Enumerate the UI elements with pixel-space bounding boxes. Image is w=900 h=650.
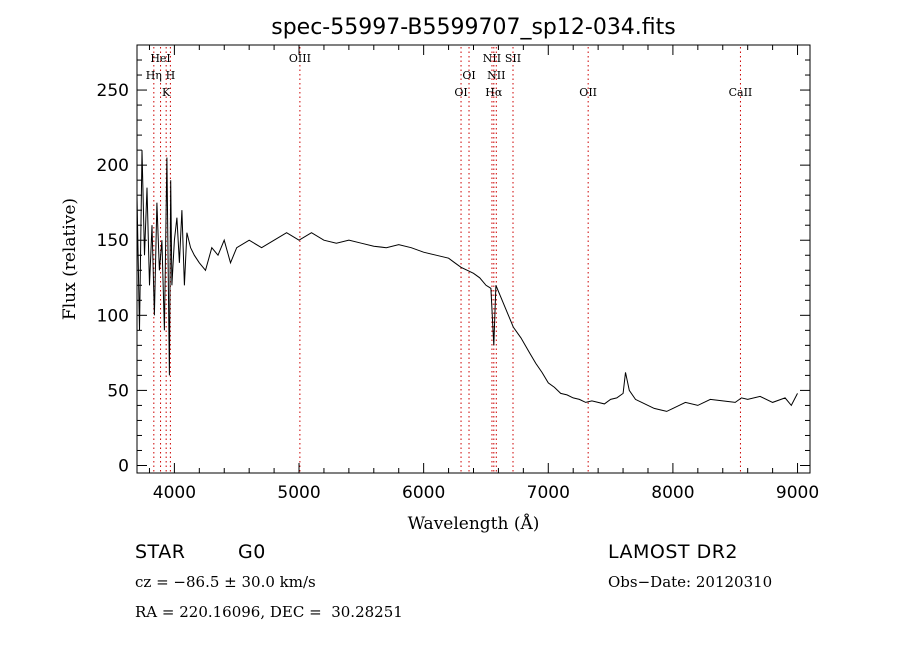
survey-name: LAMOST DR2	[608, 541, 738, 563]
spectral-line-label: OIII	[289, 52, 311, 65]
spectral-line-label: K	[162, 86, 171, 99]
x-tick-label: 9000	[776, 483, 819, 503]
x-tick-label: 6000	[402, 483, 445, 503]
spectral-line-label: SII	[505, 52, 521, 65]
y-tick-label: 50	[107, 381, 129, 401]
spectral-line-label: H	[166, 69, 176, 82]
x-tick-label: 7000	[527, 483, 570, 503]
y-axis-label: Flux (relative)	[60, 198, 80, 320]
y-tick-label: 150	[97, 231, 129, 251]
chart-title: spec-55997-B5599707_sp12-034.fits	[271, 15, 676, 40]
x-tick-label: 8000	[651, 483, 694, 503]
obs-date: Obs−Date: 20120310	[608, 573, 773, 591]
spectral-line-label: NII	[487, 69, 505, 82]
spectral-line-label: OII	[579, 86, 597, 99]
y-tick-label: 0	[118, 456, 129, 476]
spectrum-line	[136, 150, 798, 412]
ra-dec: RA = 220.16096, DEC = 30.28251	[135, 603, 403, 621]
plot-frame	[136, 44, 811, 474]
spectral-line-label: OI	[462, 69, 475, 82]
x-tick-label: 5000	[277, 483, 320, 503]
spectral-line-label: NII	[483, 52, 501, 65]
y-tick-label: 250	[97, 81, 129, 101]
x-tick-label: 4000	[153, 483, 196, 503]
spectral-line-label: Hη	[146, 69, 162, 82]
object-class: STAR	[135, 541, 186, 563]
x-axis-label: Wavelength (Å)	[408, 513, 540, 534]
redshift-cz: cz = −86.5 ± 30.0 km/s	[135, 573, 316, 591]
spectral-line-label: CaII	[729, 86, 753, 99]
spectral-line-label: HeI	[150, 52, 170, 65]
y-tick-label: 100	[97, 306, 129, 326]
object-subclass: G0	[238, 541, 266, 563]
spectral-line-label: OI	[454, 86, 467, 99]
y-tick-label: 200	[97, 156, 129, 176]
spectral-line-label: Hα	[485, 86, 503, 99]
